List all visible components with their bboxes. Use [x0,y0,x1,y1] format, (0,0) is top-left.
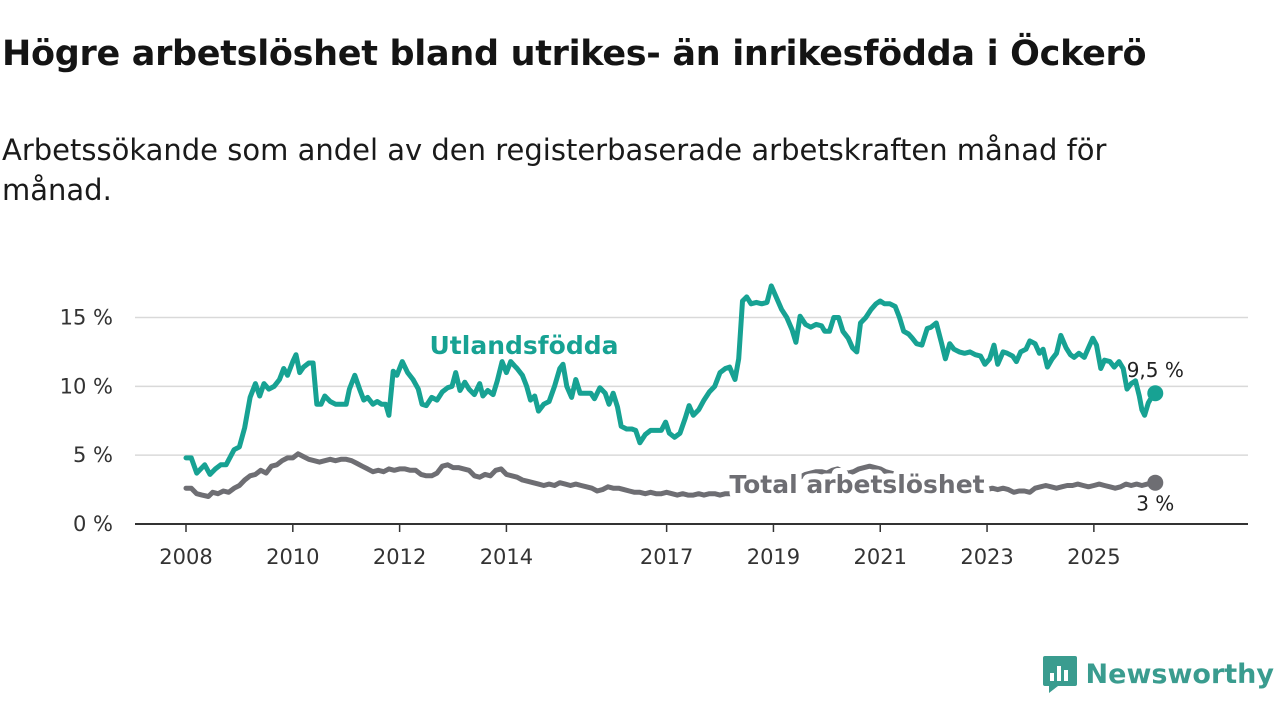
series-labels: 9,5 % 3 % Utlandsfödda Total arbetslöshet [430,331,1184,516]
chart-title: Högre arbetslöshet bland utrikes- än inr… [2,34,1147,74]
x-axis-ticks: 2008 2010 2012 2014 2017 2019 2021 2023 2025 [159,524,1121,569]
newsworthy-brand-text: Newsworthy [1085,658,1274,690]
series-endpoint-utlandsfodda [1147,385,1164,402]
x-tick-label: 2010 [266,545,319,569]
end-value-label-total: 3 % [1136,492,1174,516]
x-tick-label: 2019 [747,545,800,569]
x-tick-label: 2023 [960,545,1013,569]
x-tick-label: 2025 [1067,545,1120,569]
end-value-label-utlandsfodda: 9,5 % [1127,358,1184,382]
x-tick-label: 2012 [373,545,426,569]
series-label-total: Total arbetslöshet [729,470,984,499]
series-lines [183,283,1164,499]
y-tick-label: 10 % [60,374,113,398]
x-tick-label: 2017 [640,545,693,569]
gridlines [135,316,1248,525]
y-axis-ticks: 0 % 5 % 10 % 15 % [60,306,113,536]
series-label-utlandsfodda: Utlandsfödda [430,331,619,360]
chart-subtitle: Arbetssökande som andel av den registerb… [2,133,1107,207]
y-tick-label: 15 % [60,306,113,330]
newsworthy-logo-icon [1042,656,1077,693]
x-tick-label: 2008 [159,545,212,569]
series-line-utlandsfodda [183,283,1158,477]
newsworthy-logo[interactable]: Newsworthy [1042,654,1274,694]
series-line-total [183,451,1158,499]
x-tick-label: 2014 [480,545,533,569]
x-tick-label: 2021 [854,545,907,569]
y-tick-label: 5 % [73,443,113,467]
series-endpoint-total [1147,474,1164,491]
y-tick-label: 0 % [73,512,113,536]
